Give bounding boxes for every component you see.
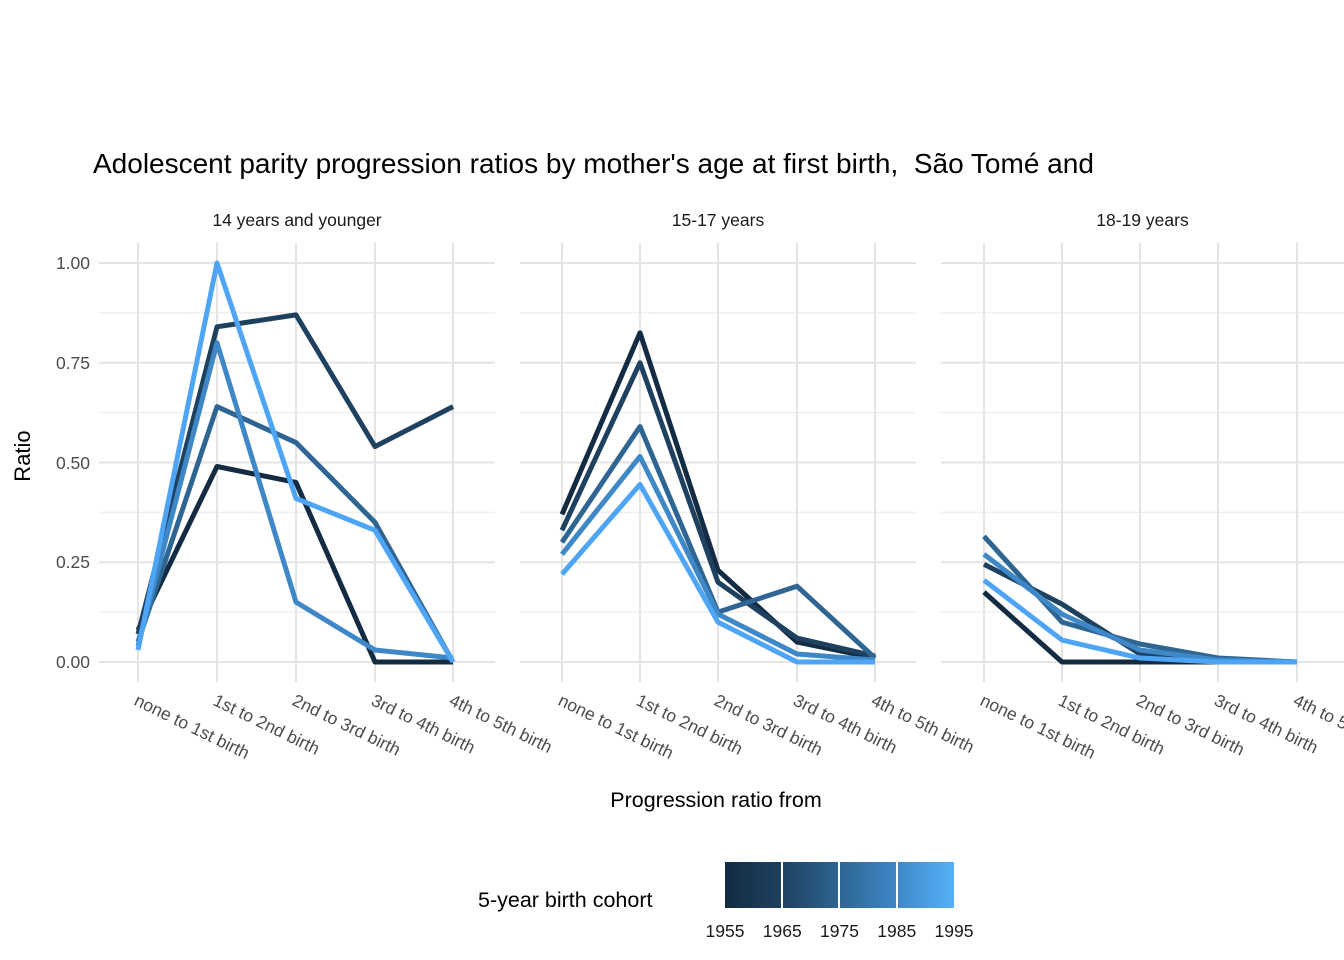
- plot-title: Adolescent parity progression ratios by …: [93, 148, 1094, 179]
- series-line-1995-facet1: [135, 260, 456, 664]
- series-line-1975-facet1: [135, 404, 456, 664]
- facet-strip-label: 18-19 years: [1096, 210, 1189, 230]
- series-line-1965-facet1: [135, 312, 455, 635]
- series-line-1985-facet2: [560, 454, 876, 663]
- legend-bar-tick: [896, 862, 898, 908]
- series-line-1955-facet1: [135, 463, 453, 665]
- legend-gradient-bar: [725, 862, 954, 908]
- series-line-1995-facet2: [560, 481, 875, 665]
- legend-tick-label: 1995: [934, 921, 974, 941]
- legend-tick-label: 1965: [762, 921, 802, 941]
- y-axis-tick-label: 0.75: [55, 352, 90, 373]
- legend-tick-label: 1955: [705, 921, 745, 941]
- legend-title: 5-year birth cohort: [478, 888, 653, 912]
- y-axis-tick-label: 0.50: [55, 452, 90, 473]
- facet-strip-label: 15-17 years: [671, 210, 765, 230]
- legend-bar-tick: [781, 862, 783, 908]
- facet-strip-label: 14 years and younger: [212, 210, 382, 230]
- y-axis-tick-label: 0.25: [55, 552, 90, 573]
- legend-tick-label: 1985: [877, 921, 917, 941]
- series-line-1955-facet2: [559, 330, 876, 661]
- series-line-1985-facet1: [135, 340, 454, 661]
- series-line-1995-facet3: [982, 578, 1297, 665]
- legend-bar-tick: [838, 862, 840, 908]
- x-axis-title: Progression ratio from: [610, 788, 822, 812]
- series-line-1965-facet2: [559, 360, 876, 659]
- y-axis-tick-label: 0.00: [55, 652, 90, 672]
- y-axis-tick-label: 1.00: [55, 253, 90, 273]
- legend-tick-label: 1975: [820, 921, 859, 941]
